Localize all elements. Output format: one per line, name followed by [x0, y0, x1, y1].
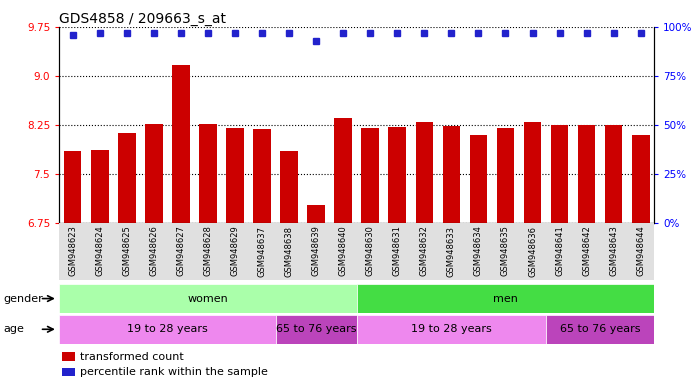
Text: GSM948633: GSM948633 [447, 225, 456, 276]
Bar [64, 151, 81, 223]
Text: transformed count: transformed count [80, 351, 184, 361]
Text: GSM948639: GSM948639 [312, 225, 321, 276]
Bar [62, 352, 75, 361]
Text: 65 to 76 years: 65 to 76 years [560, 324, 640, 334]
Bar [280, 151, 298, 223]
Bar [551, 125, 569, 223]
Bar [361, 128, 379, 223]
Bar [59, 315, 276, 344]
Bar [145, 124, 163, 223]
Text: 19 to 28 years: 19 to 28 years [411, 324, 492, 334]
Bar [59, 223, 654, 280]
Bar [470, 135, 487, 223]
Bar [118, 132, 136, 223]
Bar [546, 315, 654, 344]
Text: gender: gender [3, 293, 43, 304]
Bar [632, 135, 649, 223]
Bar [416, 121, 433, 223]
Bar [276, 315, 357, 344]
Text: 65 to 76 years: 65 to 76 years [276, 324, 356, 334]
Text: GSM948629: GSM948629 [230, 225, 239, 276]
Text: GSM948640: GSM948640 [339, 225, 348, 276]
Text: percentile rank within the sample: percentile rank within the sample [80, 367, 268, 377]
Bar [497, 128, 514, 223]
Bar [62, 367, 75, 376]
Bar [172, 65, 190, 223]
Bar [578, 125, 595, 223]
Text: GSM948644: GSM948644 [636, 225, 645, 276]
Bar [357, 284, 654, 313]
Text: GSM948624: GSM948624 [95, 225, 104, 276]
Text: GSM948643: GSM948643 [609, 225, 618, 276]
Text: GSM948626: GSM948626 [150, 225, 158, 276]
Bar [199, 124, 216, 223]
Bar [523, 121, 541, 223]
Text: GSM948634: GSM948634 [474, 225, 483, 276]
Bar [334, 118, 352, 223]
Bar [443, 126, 460, 223]
Bar [253, 129, 271, 223]
Text: women: women [187, 293, 228, 304]
Text: GSM948635: GSM948635 [501, 225, 510, 276]
Bar [226, 128, 244, 223]
Text: GSM948628: GSM948628 [203, 225, 212, 276]
Text: men: men [493, 293, 518, 304]
Bar [357, 315, 546, 344]
Text: GSM948637: GSM948637 [258, 225, 267, 276]
Text: GSM948641: GSM948641 [555, 225, 564, 276]
Text: GSM948638: GSM948638 [285, 225, 294, 276]
Text: GSM948631: GSM948631 [393, 225, 402, 276]
Text: GDS4858 / 209663_s_at: GDS4858 / 209663_s_at [59, 12, 226, 26]
Text: GSM948625: GSM948625 [122, 225, 132, 276]
Text: GSM948630: GSM948630 [365, 225, 374, 276]
Text: GSM948632: GSM948632 [420, 225, 429, 276]
Bar [388, 127, 406, 223]
Text: age: age [3, 324, 24, 334]
Bar [308, 205, 325, 223]
Text: GSM948627: GSM948627 [176, 225, 185, 276]
Bar [59, 284, 357, 313]
Text: GSM948623: GSM948623 [68, 225, 77, 276]
Text: GSM948636: GSM948636 [528, 225, 537, 276]
Text: 19 to 28 years: 19 to 28 years [127, 324, 207, 334]
Bar [91, 150, 109, 223]
Bar [605, 125, 622, 223]
Text: GSM948642: GSM948642 [582, 225, 591, 276]
